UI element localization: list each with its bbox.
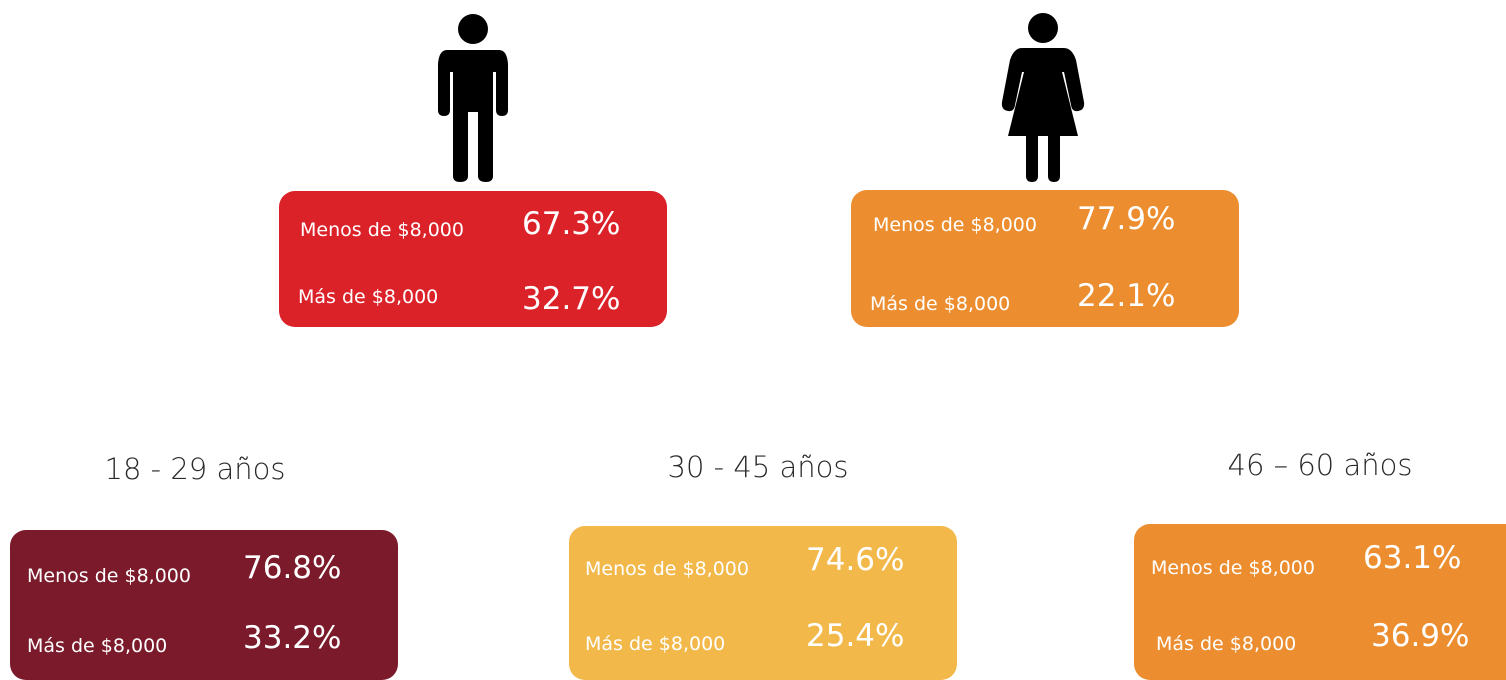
male-box: Menos de $8,000 67.3% Más de $8,000 32.7% bbox=[279, 191, 667, 327]
row-value: 32.7% bbox=[522, 281, 621, 317]
row-label: Menos de $8,000 bbox=[27, 565, 191, 587]
row-label: Menos de $8,000 bbox=[300, 219, 464, 241]
page: {"gender": [ {"rows": [{"label": "Menos … bbox=[10, 13, 1506, 680]
male-icon bbox=[438, 14, 508, 182]
row-value: 76.8% bbox=[243, 550, 342, 586]
row-label: Menos de $8,000 bbox=[1151, 557, 1315, 579]
row-value: 25.4% bbox=[806, 618, 905, 654]
female-icon bbox=[1001, 13, 1085, 182]
row-label: Menos de $8,000 bbox=[585, 558, 749, 580]
age-box: Menos de $8,000 76.8% Más de $8,000 33.2% bbox=[10, 530, 398, 680]
row-label: Más de $8,000 bbox=[870, 293, 1011, 315]
row-label: Más de $8,000 bbox=[1156, 633, 1297, 655]
row-value: 22.1% bbox=[1077, 278, 1176, 314]
row-value: 33.2% bbox=[243, 620, 342, 656]
row-value: 36.9% bbox=[1371, 618, 1470, 654]
age-title: 46 – 60 años bbox=[1227, 448, 1413, 482]
age-title: 30 - 45 años bbox=[667, 450, 849, 484]
female-box: Menos de $8,000 77.9% Más de $8,000 22.1% bbox=[851, 190, 1239, 327]
age-box: Menos de $8,000 63.1% Más de $8,000 36.9% bbox=[1134, 524, 1506, 680]
age-box: Menos de $8,000 74.6% Más de $8,000 25.4% bbox=[569, 526, 957, 680]
row-label: Menos de $8,000 bbox=[873, 214, 1037, 236]
row-label: Más de $8,000 bbox=[585, 633, 726, 655]
row-value: 77.9% bbox=[1077, 201, 1176, 237]
row-value: 74.6% bbox=[806, 542, 905, 578]
row-value: 63.1% bbox=[1363, 540, 1462, 576]
age-title: 18 - 29 años bbox=[104, 452, 286, 486]
row-label: Más de $8,000 bbox=[298, 286, 439, 308]
row-label: Más de $8,000 bbox=[27, 635, 168, 657]
row-value: 67.3% bbox=[522, 206, 621, 242]
